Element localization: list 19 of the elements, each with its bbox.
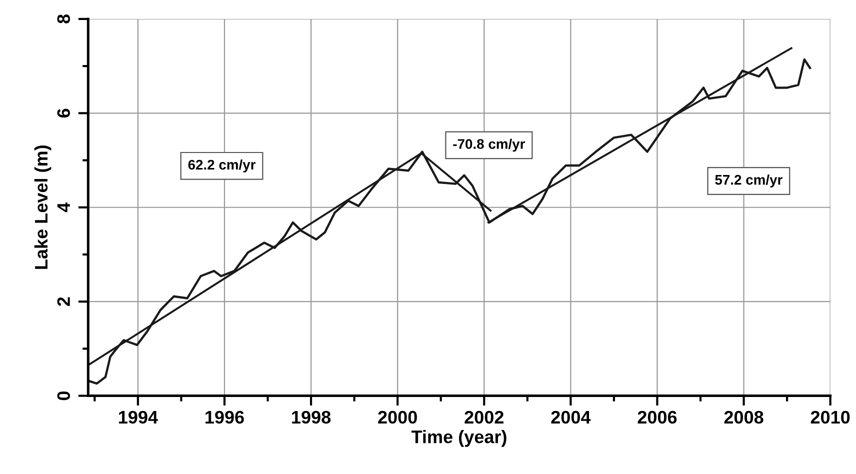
x-tick-label: 2006 bbox=[638, 410, 677, 424]
x-tick-label: 2008 bbox=[724, 410, 764, 424]
x-tick-label: 2002 bbox=[464, 410, 504, 424]
y-tick-label: 0 bbox=[57, 392, 70, 400]
y-tick-label: 6 bbox=[57, 108, 70, 118]
x-tick-label: 2004 bbox=[551, 410, 591, 424]
annotation: 62.2 cm/yr bbox=[188, 159, 256, 172]
y-tick-label: 4 bbox=[57, 202, 70, 212]
annotation: -70.8 cm/yr bbox=[453, 138, 526, 152]
x-tick-label: 1994 bbox=[118, 410, 158, 424]
y-axis-title: Lake Level (m) bbox=[34, 146, 52, 269]
x-tick-label: 1998 bbox=[292, 410, 331, 424]
y-tick-label: 2 bbox=[57, 297, 70, 306]
y-tick-label: 8 bbox=[57, 14, 70, 24]
x-tick-label: 2000 bbox=[378, 410, 417, 424]
x-axis-title: Time (year) bbox=[411, 430, 506, 447]
x-tick-label: 2010 bbox=[810, 410, 850, 424]
annotation: 57.2 cm/yr bbox=[715, 174, 782, 188]
x-tick-label: 1996 bbox=[206, 410, 244, 424]
